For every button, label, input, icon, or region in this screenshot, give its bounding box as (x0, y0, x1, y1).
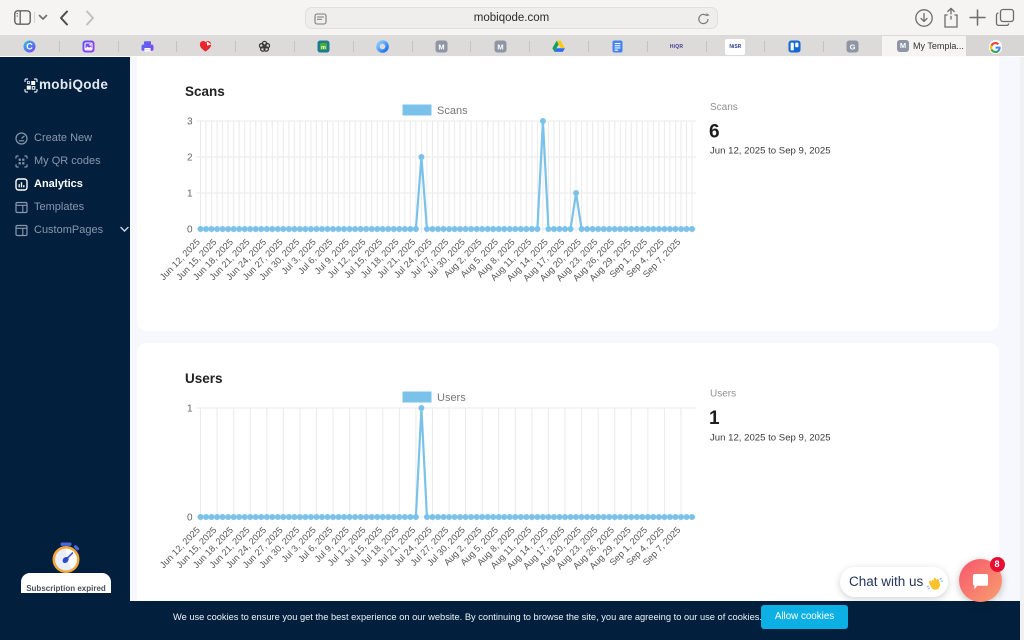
svg-text:1: 1 (187, 404, 193, 415)
svg-text:M: M (497, 42, 503, 51)
svg-text:0: 0 (187, 513, 193, 524)
svg-text:Users: Users (710, 389, 736, 400)
svg-text:1: 1 (709, 408, 720, 429)
svg-text:C: C (26, 42, 33, 52)
svg-text:Jun 12, 2025 to Sep 9, 2025: Jun 12, 2025 to Sep 9, 2025 (710, 433, 831, 444)
svg-text:2: 2 (187, 153, 193, 164)
svg-text:0: 0 (187, 225, 193, 236)
svg-text:Jun 12, 2025 to Sep 9, 2025: Jun 12, 2025 to Sep 9, 2025 (710, 146, 831, 157)
svg-text:Users: Users (437, 392, 466, 404)
svg-text:Users: Users (185, 371, 223, 386)
svg-text:1: 1 (187, 189, 193, 200)
svg-text:Scans: Scans (710, 102, 738, 113)
svg-text:G: G (850, 42, 856, 51)
svg-text:6: 6 (709, 122, 720, 143)
svg-text:3: 3 (187, 117, 193, 128)
svg-text:Scans: Scans (185, 84, 225, 99)
svg-text:m: m (321, 45, 326, 51)
svg-text:Scans: Scans (437, 105, 468, 117)
svg-text:M: M (438, 42, 444, 51)
